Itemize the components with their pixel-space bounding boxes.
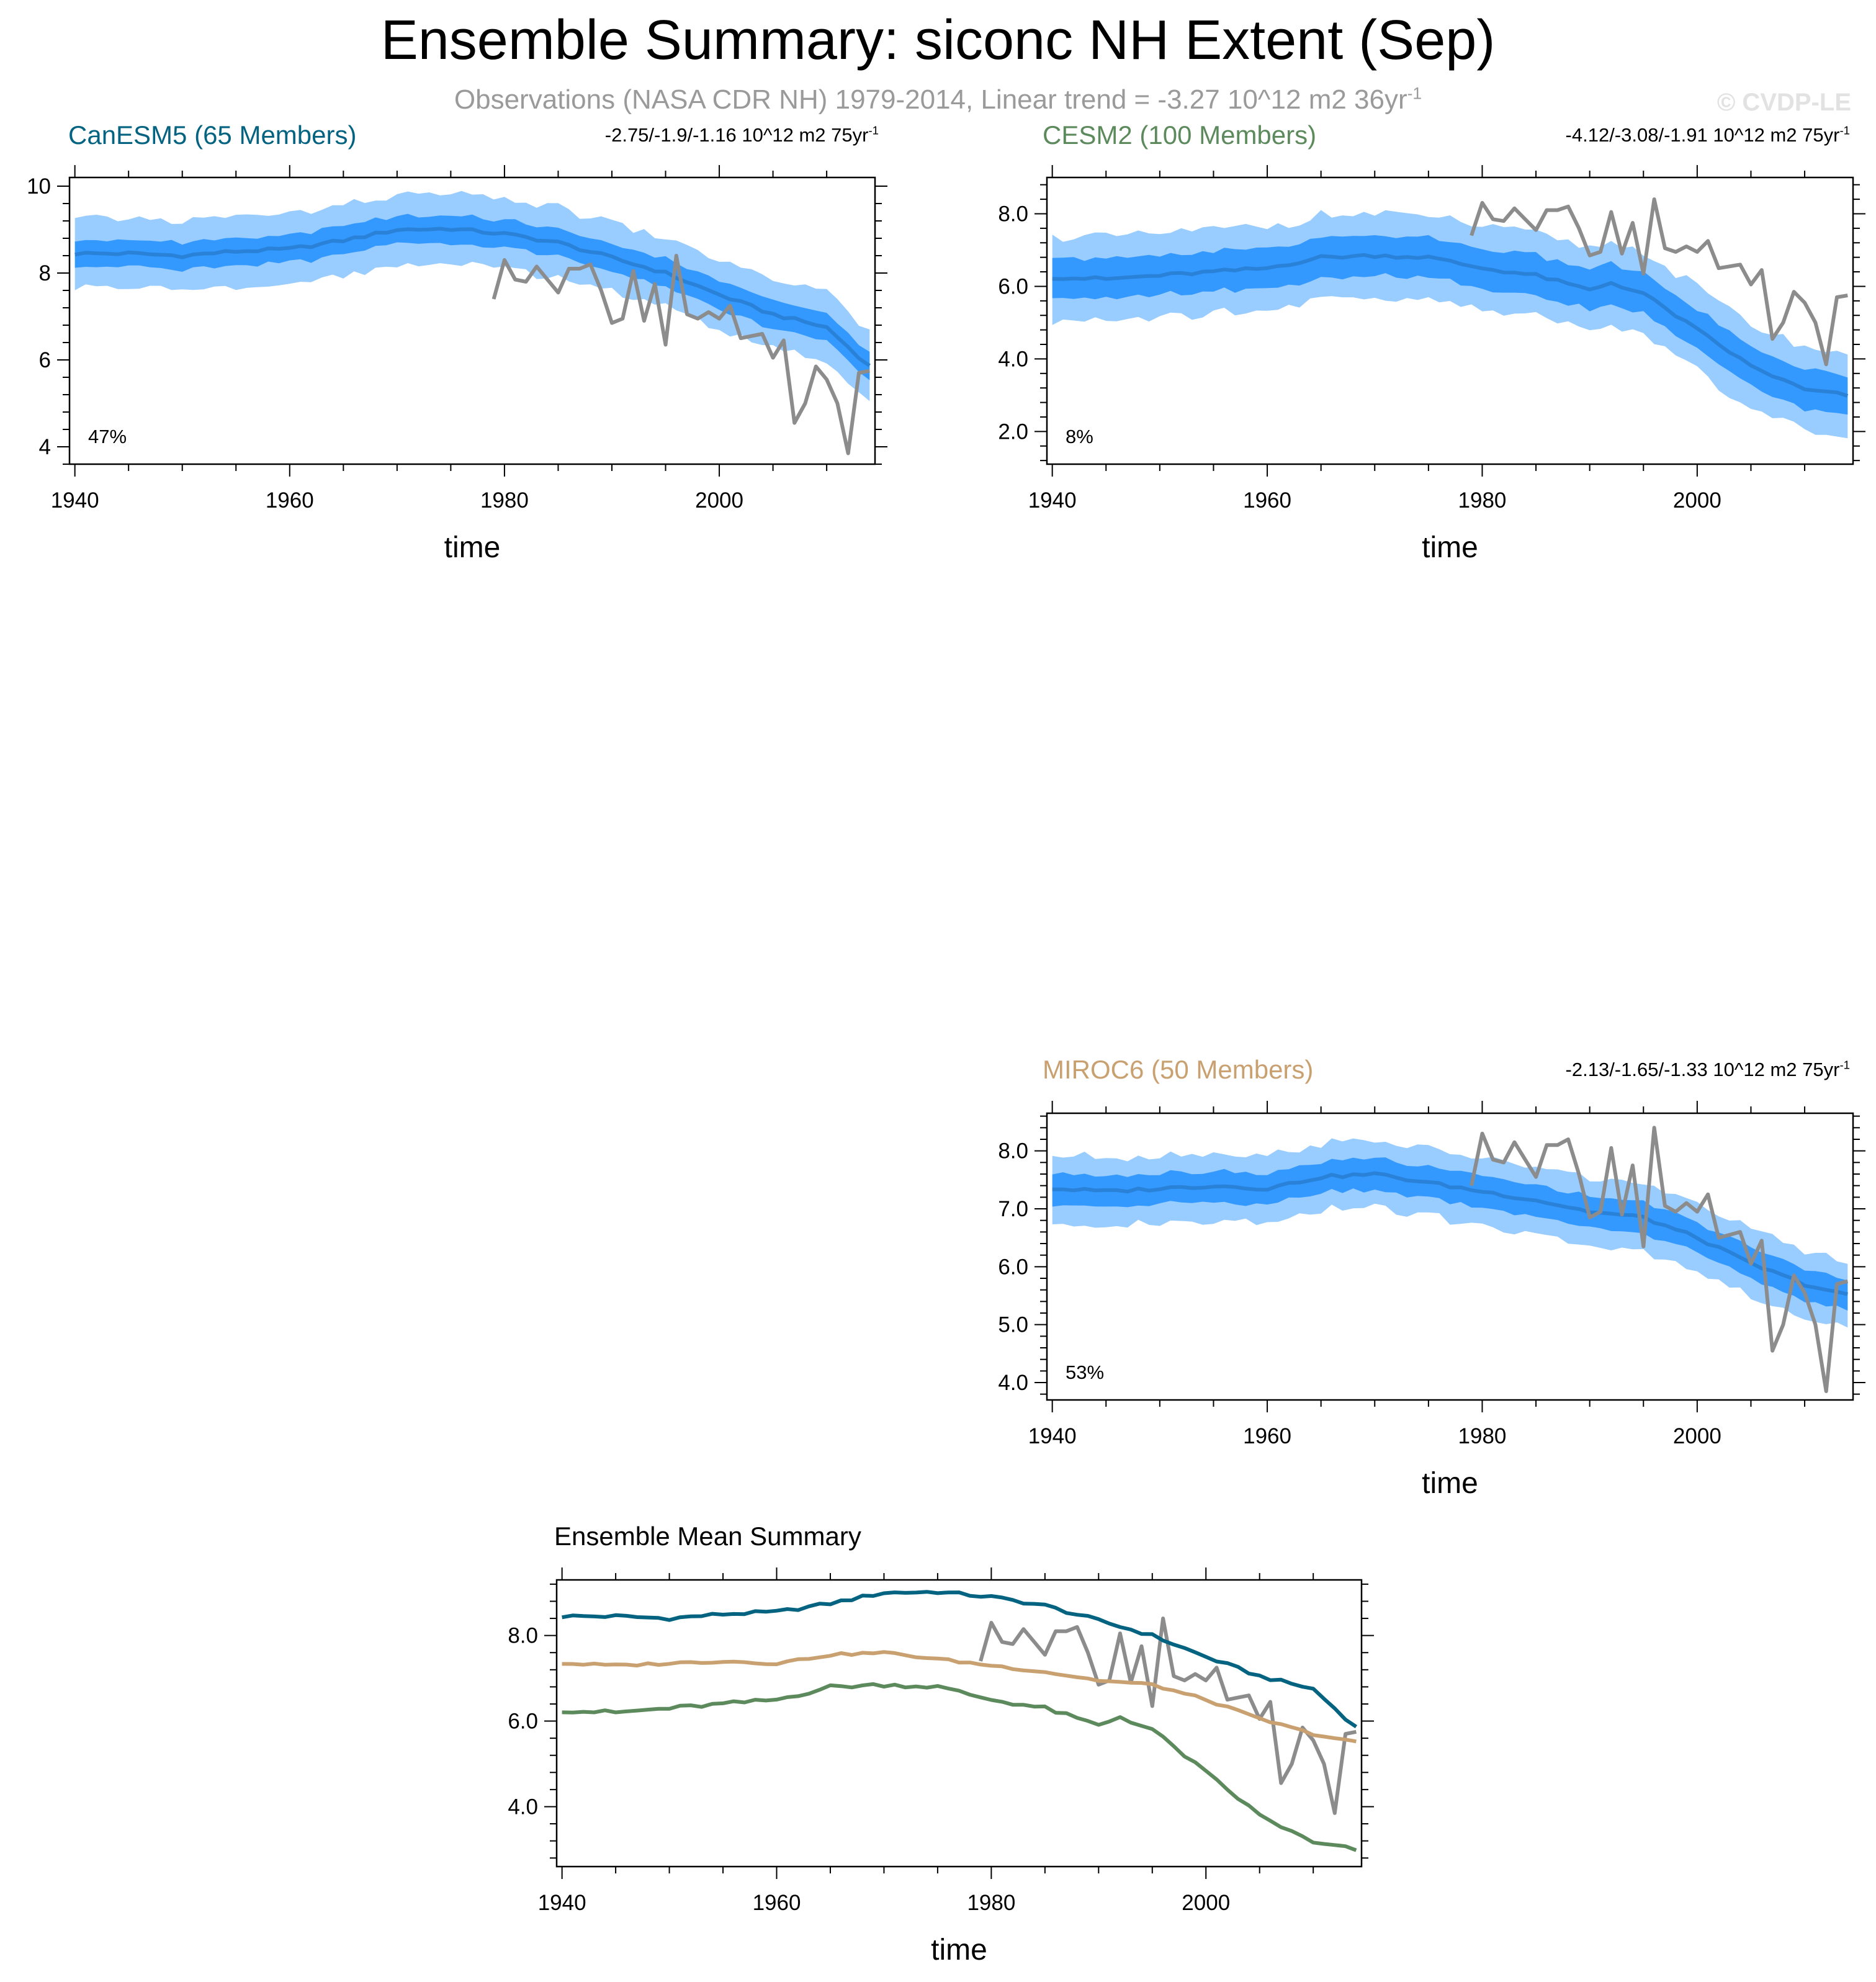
cesm2-ytick-label-2: 6.0: [998, 274, 1028, 298]
cesm2-ytick-label-3: 8.0: [998, 202, 1028, 226]
cesm2-plot-frame: [1046, 176, 1854, 465]
canesm5-xtick-label-3: 2000: [695, 488, 743, 513]
miroc6-xtick-label-3: 2000: [1673, 1424, 1721, 1448]
ensemble-mean-series-miroc6: [562, 1650, 1357, 1744]
trend-value-miroc6: -2.13/-1.65/-1.33 10^12 m2 75yr: [1565, 1059, 1840, 1080]
ensemble-mean-observations-line: [979, 1617, 1357, 1815]
canesm5-ensemble-mean-line: [74, 226, 871, 367]
trend-sup-canesm5: -1: [868, 123, 879, 137]
canesm5-ytick-label-3: 10: [27, 174, 51, 199]
trend-text-cesm2: -4.12/-3.08/-1.91 10^12 m2 75yr-1: [1566, 124, 1850, 146]
canesm5-ytick-label-2: 8: [39, 261, 51, 285]
miroc6-percent-label: 53%: [1066, 1361, 1104, 1383]
miroc6-observations-line: [1470, 1126, 1849, 1393]
observations-subtitle: Observations (NASA CDR NH) 1979-2014, Li…: [0, 84, 1876, 115]
miroc6-plot-frame: [1046, 1112, 1854, 1401]
cesm2-observations-line: [1470, 197, 1848, 367]
ensemble-mean-xtick-label-0: 1940: [538, 1891, 586, 1915]
cesm2-xtick-label-1: 1960: [1243, 488, 1291, 513]
observations-subtitle-superscript: -1: [1407, 84, 1422, 103]
canesm5-xtick-label-2: 1980: [480, 488, 529, 513]
canesm5-percent-label: 47%: [88, 426, 127, 447]
ensemble-mean-series-cesm2: [562, 1682, 1357, 1852]
panel-title-ensemble-mean: Ensemble Mean Summary: [554, 1522, 861, 1551]
miroc6-ytick-label-3: 7.0: [998, 1197, 1028, 1221]
panel-ensemble-mean: 4.0 6.0 8.0 1940 1960 1980 2000 time: [508, 1567, 1374, 1966]
canesm5-xtick-label-1: 1960: [266, 488, 314, 513]
miroc6-xlabel: time: [1422, 1467, 1478, 1500]
ensemble-mean-plot-frame: [555, 1579, 1363, 1868]
miroc6-ytick-label-0: 4.0: [998, 1371, 1028, 1395]
panel-title-cesm2: CESM2 (100 Members): [1043, 120, 1317, 150]
panel-cesm2: 2.0 4.0 6.0 8.0 1940 1960 1980 2000 time 8%: [998, 165, 1865, 564]
canesm5-observations-line: [491, 254, 870, 455]
miroc6-ytick-label-2: 6.0: [998, 1255, 1028, 1279]
canesm5-ytick-label-0: 4: [39, 435, 51, 459]
miroc6-xtick-label-0: 1940: [1028, 1424, 1077, 1448]
ensemble-mean-xlabel: time: [931, 1934, 987, 1966]
trend-sup-cesm2: -1: [1839, 123, 1850, 137]
trend-value-canesm5: -2.75/-1.9/-1.16 10^12 m2 75yr: [604, 124, 869, 146]
panel-title-canesm5: CanESM5 (65 Members): [68, 120, 357, 150]
miroc6-xtick-label-1: 1960: [1243, 1424, 1291, 1448]
ensemble-mean-xtick-label-3: 2000: [1182, 1891, 1230, 1915]
panel-miroc6: 4.0 5.0 6.0 7.0 8.0 1940 1960 1980 2000 time 53%: [998, 1101, 1865, 1500]
cesm2-band-inner: [1052, 235, 1848, 415]
cesm2-ytick-label-1: 4.0: [998, 347, 1028, 371]
ensemble-mean-xtick-label-1: 1960: [753, 1891, 801, 1915]
ensemble-mean-ytick-label-1: 6.0: [508, 1710, 538, 1734]
trend-value-cesm2: -4.12/-3.08/-1.91 10^12 m2 75yr: [1565, 124, 1840, 146]
ensemble-mean-series-canesm5: [562, 1590, 1358, 1729]
cesm2-xtick-label-0: 1940: [1028, 488, 1077, 513]
miroc6-xtick-label-2: 1980: [1458, 1424, 1507, 1448]
miroc6-ytick-label-1: 5.0: [998, 1313, 1028, 1337]
panel-title-miroc6: MIROC6 (50 Members): [1043, 1055, 1314, 1084]
ensemble-mean-ytick-label-0: 4.0: [508, 1795, 538, 1819]
cesm2-xtick-label-3: 2000: [1673, 488, 1721, 513]
trend-text-canesm5: -2.75/-1.9/-1.16 10^12 m2 75yr-1: [605, 124, 879, 146]
trend-text-miroc6: -2.13/-1.65/-1.33 10^12 m2 75yr-1: [1566, 1059, 1850, 1081]
panel-canesm5: 4 6 8 10 1940 1960 1980 2000 time 47%: [27, 165, 887, 564]
cesm2-xtick-label-2: 1980: [1458, 488, 1507, 513]
trend-sup-miroc6: -1: [1839, 1058, 1850, 1072]
ensemble-mean-xtick-label-2: 1980: [967, 1891, 1015, 1915]
miroc6-band-outer: [1052, 1138, 1848, 1328]
miroc6-ytick-label-4: 8.0: [998, 1139, 1028, 1164]
miroc6-ensemble-mean-line: [1052, 1171, 1848, 1296]
observations-subtitle-text: Observations (NASA CDR NH) 1979-2014, Li…: [454, 84, 1407, 115]
cesm2-ytick-label-0: 2.0: [998, 419, 1028, 444]
canesm5-ytick-label-1: 6: [39, 348, 51, 372]
ensemble-mean-ytick-label-2: 8.0: [508, 1624, 538, 1648]
cesm2-percent-label: 8%: [1066, 426, 1093, 447]
canesm5-xlabel: time: [444, 531, 501, 564]
cesm2-xlabel: time: [1422, 531, 1478, 564]
canesm5-xtick-label-0: 1940: [51, 488, 99, 513]
miroc6-band-inner: [1052, 1157, 1848, 1311]
figure-title: Ensemble Summary: siconc NH Extent (Sep): [380, 9, 1496, 71]
canesm5-plot-frame: [68, 176, 876, 465]
canesm5-band-inner: [74, 213, 870, 380]
copyright-watermark: © CVDP-LE: [1717, 89, 1851, 116]
cesm2-ensemble-mean-line: [1052, 253, 1849, 398]
